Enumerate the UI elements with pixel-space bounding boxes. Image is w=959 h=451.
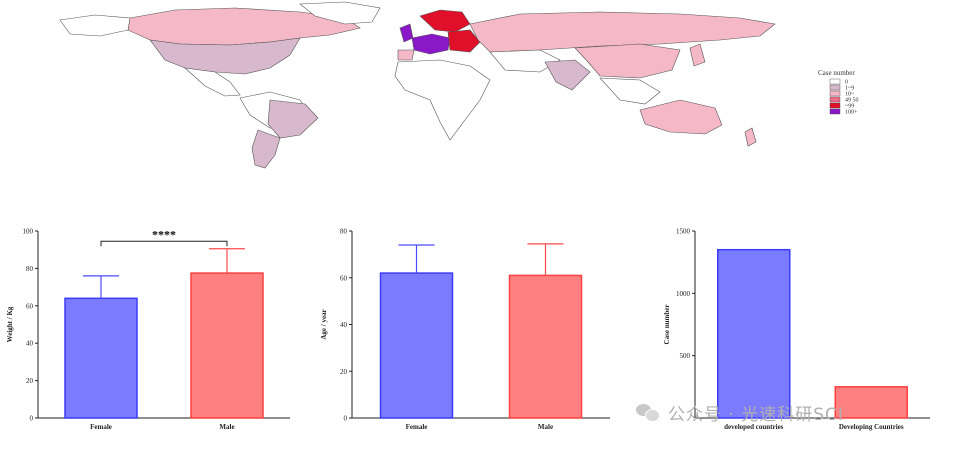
y-axis-label: Age / year bbox=[320, 309, 328, 339]
map-region-australia bbox=[639, 99, 723, 135]
y-tick-label: 40 bbox=[26, 340, 34, 348]
bar bbox=[190, 272, 264, 419]
map-legend-swatch bbox=[829, 108, 841, 115]
watermark-text: 公众号 · 光速科研SCI bbox=[668, 404, 844, 425]
map-legend-swatch bbox=[829, 96, 841, 103]
bar bbox=[379, 272, 454, 419]
x-tick-label: Developing Countries bbox=[839, 423, 904, 431]
wechat-icon bbox=[636, 402, 660, 422]
case-number-chart: 500 1000 1500 Case number developed countrie… bbox=[663, 228, 930, 431]
map-region-southeast-asia bbox=[599, 77, 661, 105]
y-tick-label: 40 bbox=[340, 321, 348, 329]
map-region-west-europe bbox=[411, 33, 451, 55]
map-legend-label: 49 50 bbox=[845, 98, 859, 104]
map-legend-label: 100+ bbox=[845, 110, 858, 116]
map-legend-label: 1~9 bbox=[845, 86, 854, 92]
y-axis-label: Case number bbox=[663, 305, 671, 345]
map-legend-label: 10~ bbox=[845, 92, 855, 98]
y-tick-label: 100 bbox=[23, 228, 34, 236]
y-tick-label: 80 bbox=[26, 265, 34, 273]
map-region-alaska bbox=[59, 14, 131, 37]
map-region-scandinavia bbox=[419, 9, 471, 33]
map-region-new-zealand bbox=[744, 127, 757, 147]
y-tick-label: 20 bbox=[340, 368, 348, 376]
y-tick-label: 20 bbox=[26, 377, 34, 385]
map-legend-label: 0 bbox=[845, 80, 848, 86]
weight-chart: 0 20 40 60 80 100 Weight / Kg Female Male **** bbox=[6, 227, 290, 431]
x-tick-label: Male bbox=[219, 423, 234, 431]
map-region-india bbox=[544, 59, 591, 91]
map-region-argentina bbox=[251, 129, 281, 169]
y-axis-label: Weight / Kg bbox=[6, 306, 14, 342]
x-tick-label: Female bbox=[406, 423, 428, 431]
bar bbox=[64, 297, 138, 419]
map-region-usa bbox=[149, 37, 301, 75]
map-region-iberia bbox=[397, 49, 415, 61]
y-tick-label: 0 bbox=[344, 415, 348, 423]
map-region-greenland bbox=[299, 1, 381, 25]
y-tick-label: 0 bbox=[30, 415, 34, 423]
map-legend-label: ~99 bbox=[845, 104, 854, 110]
map-region-mexico bbox=[184, 67, 241, 97]
map-region-china bbox=[574, 43, 681, 79]
y-tick-label: 1000 bbox=[676, 290, 691, 298]
x-tick-label: Female bbox=[90, 423, 112, 431]
bar bbox=[508, 274, 583, 419]
bar bbox=[717, 248, 791, 419]
watermark: 公众号 · 光速科研SCI bbox=[636, 398, 936, 426]
map-region-brazil bbox=[267, 99, 319, 139]
x-tick-label: Male bbox=[538, 423, 553, 431]
map-legend-swatch bbox=[829, 102, 841, 109]
map-legend-swatch bbox=[829, 78, 841, 85]
y-tick-label: 60 bbox=[26, 302, 34, 310]
map-legend-swatch bbox=[829, 90, 841, 97]
map-region-east-europe bbox=[447, 29, 481, 53]
significance-bracket bbox=[100, 240, 228, 247]
map-region-uk bbox=[399, 23, 414, 43]
x-tick-label: developed countries bbox=[724, 423, 784, 431]
significance-label: **** bbox=[152, 227, 176, 241]
y-tick-label: 1500 bbox=[676, 228, 691, 236]
y-tick-label: 80 bbox=[340, 228, 348, 236]
map-region-africa bbox=[394, 59, 491, 141]
y-tick-label: 500 bbox=[680, 352, 691, 360]
map-region-japan bbox=[689, 43, 706, 67]
map-legend-title: Case number bbox=[818, 69, 855, 77]
age-chart: 0 20 40 60 80 Age / year Female Male bbox=[320, 228, 610, 431]
map-legend-swatch bbox=[829, 84, 841, 91]
bar bbox=[834, 386, 908, 419]
y-tick-label: 60 bbox=[340, 274, 348, 282]
